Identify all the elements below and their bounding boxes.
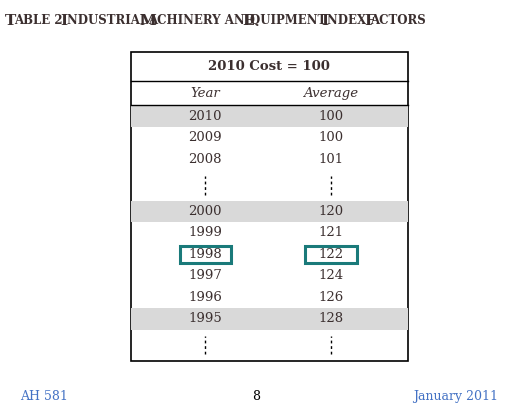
- Text: Year: Year: [190, 87, 220, 100]
- Text: ACHINERY AND: ACHINERY AND: [148, 14, 259, 27]
- Bar: [305, 246, 357, 263]
- Text: 122: 122: [319, 248, 343, 261]
- Bar: [131, 308, 408, 330]
- Text: 100: 100: [319, 131, 343, 144]
- Text: 100: 100: [319, 109, 343, 123]
- Text: 126: 126: [318, 291, 344, 304]
- Text: NDEX: NDEX: [327, 14, 370, 27]
- Text: AH 581: AH 581: [21, 390, 68, 403]
- Text: 2000: 2000: [188, 205, 222, 218]
- Text: QUIPMENT: QUIPMENT: [250, 14, 330, 27]
- Text: 128: 128: [319, 312, 343, 325]
- Text: 2010 Cost = 100: 2010 Cost = 100: [208, 60, 330, 73]
- Text: I: I: [61, 14, 68, 28]
- Text: 120: 120: [319, 205, 343, 218]
- Text: 1996: 1996: [188, 291, 222, 304]
- Text: 124: 124: [319, 269, 343, 282]
- Text: NDUSTRIAL: NDUSTRIAL: [67, 14, 152, 27]
- Text: 2009: 2009: [188, 131, 222, 144]
- Text: T: T: [5, 14, 16, 28]
- Bar: [180, 246, 231, 263]
- Bar: [131, 105, 408, 127]
- Text: 101: 101: [319, 152, 343, 166]
- Text: 121: 121: [319, 226, 343, 240]
- Text: 1997: 1997: [188, 269, 222, 282]
- Text: 1995: 1995: [188, 312, 222, 325]
- Text: M: M: [140, 14, 156, 28]
- Text: ACTORS: ACTORS: [370, 14, 426, 27]
- Text: F: F: [364, 14, 375, 28]
- Text: January 2011: January 2011: [412, 390, 498, 403]
- Text: Average: Average: [303, 87, 359, 100]
- Text: E: E: [242, 14, 254, 28]
- Text: ABLE 2:: ABLE 2:: [14, 14, 71, 27]
- Text: 2010: 2010: [188, 109, 222, 123]
- Text: 2008: 2008: [188, 152, 222, 166]
- Bar: [131, 201, 408, 222]
- Text: 1998: 1998: [188, 248, 222, 261]
- Text: 8: 8: [252, 390, 261, 403]
- Text: I: I: [322, 14, 329, 28]
- Text: 1999: 1999: [188, 226, 222, 240]
